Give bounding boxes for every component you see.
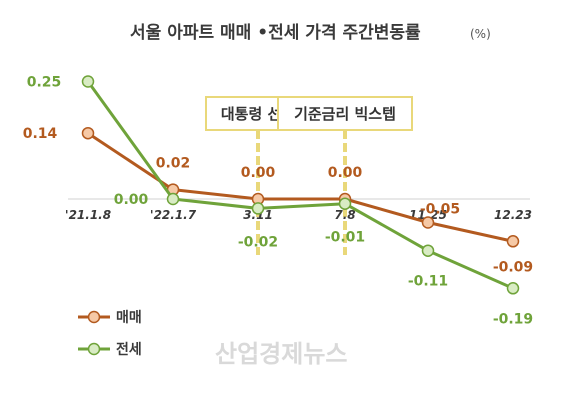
series-1-point	[506, 235, 520, 248]
series-1-point	[81, 126, 95, 140]
x-tick-label: 7.8	[334, 208, 355, 222]
series-2-data-label: -0.01	[325, 230, 365, 246]
legend-label: 매매	[116, 310, 142, 326]
chart-title-unit: (%)	[470, 27, 491, 41]
x-tick-label: '21.1.8	[65, 208, 111, 222]
series-2-point	[421, 244, 435, 257]
series-1-point	[421, 216, 435, 229]
series-layer	[81, 75, 520, 295]
series-2-data-label: -0.11	[408, 274, 448, 290]
series-1-data-label: 0.00	[328, 165, 363, 181]
x-tick-layer: '21.1.8'22.1.7 3.11 7.8 11.25 12.23	[65, 208, 532, 222]
series-2-point	[81, 75, 95, 88]
series-1-data-label: -0.09	[493, 259, 533, 275]
watermark: 산업경제뉴스	[215, 340, 347, 368]
series-2-point	[338, 197, 352, 210]
x-tick-label: '22.1.7	[150, 208, 197, 222]
chart-title: 서울 아파트 매매 •전세 가격 주간변동률	[130, 23, 421, 43]
series-1-data-label: 0.02	[156, 156, 191, 172]
series-1-data-label: -0.05	[420, 202, 460, 218]
x-tick-label: 12.23	[494, 208, 532, 222]
legend-swatch-marker	[87, 342, 101, 356]
legend-label: 전세	[116, 341, 142, 358]
series-1-data-label: 0.00	[241, 165, 276, 181]
series-line-2	[86, 80, 514, 290]
series-2-data-label: 0.00	[114, 192, 149, 208]
series-1-data-label: 0.14	[23, 126, 58, 142]
data-label-layer: 0.14 0.02 0.00 0.00 -0.05 -0.09 0.25 0.00 -0.02 -…	[23, 75, 533, 328]
annotation-label-1: 대통령 선거	[221, 105, 295, 123]
series-line-1	[87, 131, 514, 243]
series-2-point	[166, 192, 180, 206]
series-2-point	[251, 202, 265, 215]
series-2-point	[506, 282, 520, 295]
series-2-data-label: -0.19	[493, 311, 533, 327]
series-2-data-label: -0.02	[238, 234, 278, 250]
legend-swatch-marker	[87, 310, 101, 324]
x-tick-label: 3.11	[243, 208, 273, 222]
annotation-label-2: 기준금리 빅스텝	[294, 105, 396, 123]
series-2-data-label: 0.25	[27, 75, 62, 91]
annotation-box-2	[277, 96, 413, 131]
